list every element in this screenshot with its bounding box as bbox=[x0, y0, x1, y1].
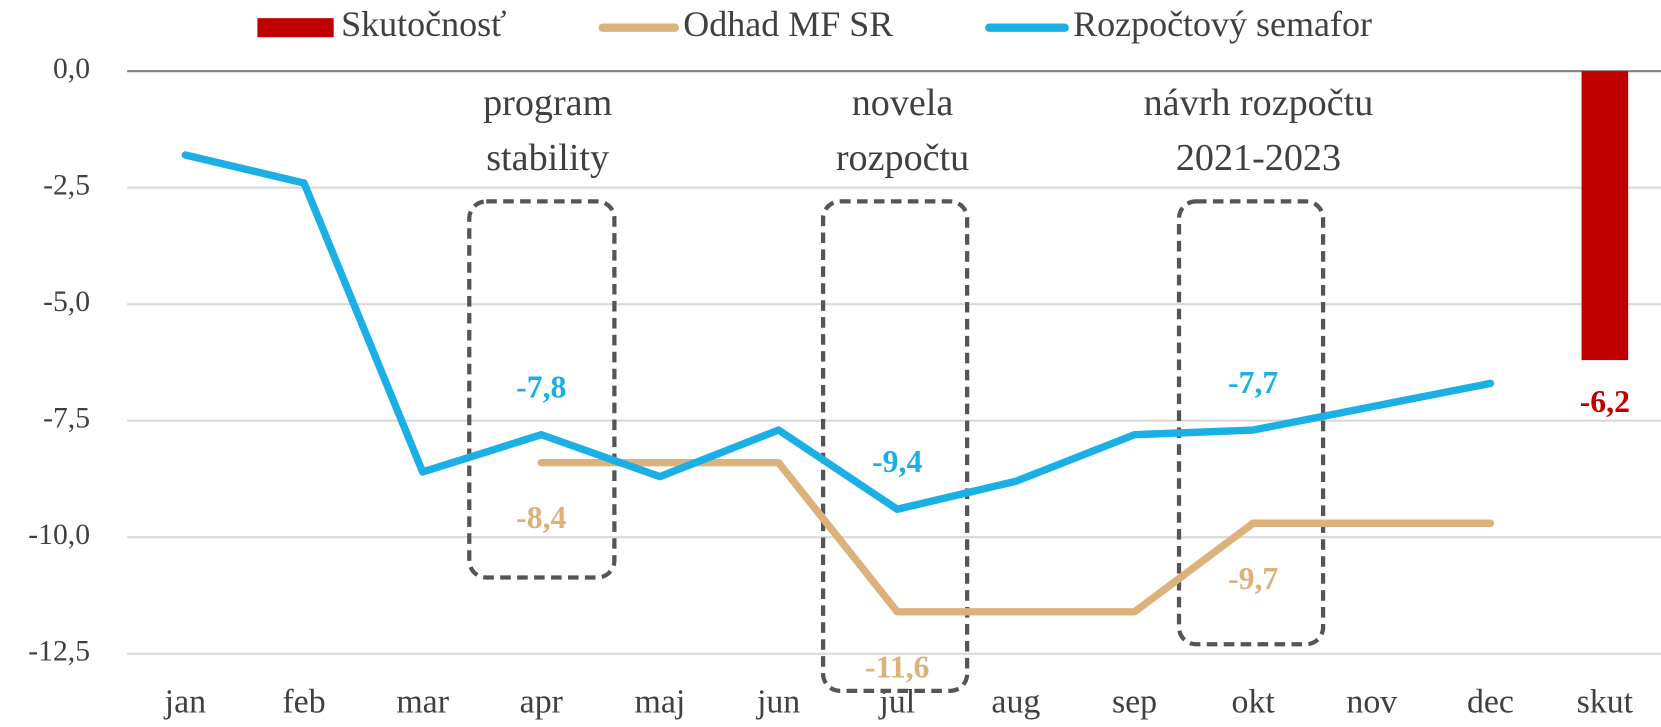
legend-label: Odhad MF SR bbox=[683, 4, 893, 44]
x-tick-label: feb bbox=[282, 683, 325, 720]
annotation-box bbox=[1176, 199, 1326, 647]
data-label: -9,4 bbox=[872, 444, 922, 479]
x-tick-label: maj bbox=[635, 683, 686, 720]
annotation-text: stability bbox=[486, 137, 609, 179]
legend-swatch bbox=[257, 18, 334, 38]
y-tick-label: -2,5 bbox=[43, 169, 90, 201]
x-tick-label: dec bbox=[1467, 683, 1514, 720]
x-tick-label: jan bbox=[164, 683, 206, 720]
data-label: -8,4 bbox=[516, 500, 566, 535]
annotation-text: novela bbox=[852, 82, 954, 124]
x-tick-label: skut bbox=[1577, 683, 1634, 720]
x-tick-label: sep bbox=[1112, 683, 1157, 720]
y-tick-label: -12,5 bbox=[28, 636, 90, 668]
data-label: -9,7 bbox=[1228, 561, 1278, 596]
y-tick-label: 0,0 bbox=[53, 53, 90, 85]
annotation-text: program bbox=[483, 82, 613, 124]
legend-label: Rozpočtový semafor bbox=[1073, 4, 1372, 44]
data-label: -6,2 bbox=[1580, 384, 1630, 419]
x-tick-label: jun bbox=[756, 683, 800, 720]
bar bbox=[1581, 71, 1629, 361]
x-tick-label: aug bbox=[991, 683, 1040, 720]
x-tick-label: nov bbox=[1346, 683, 1397, 720]
x-tick-label: mar bbox=[396, 683, 449, 720]
annotation-box bbox=[467, 199, 617, 580]
data-label: -7,7 bbox=[1228, 365, 1278, 400]
x-tick-label: apr bbox=[520, 683, 563, 720]
data-label: -11,6 bbox=[865, 649, 929, 684]
annotation-box bbox=[820, 199, 970, 693]
y-tick-label: -5,0 bbox=[43, 286, 90, 318]
legend-label: Skutočnosť bbox=[341, 4, 506, 44]
data-label: -7,8 bbox=[516, 369, 566, 404]
y-tick-label: -10,0 bbox=[28, 519, 90, 551]
annotation-text: rozpočtu bbox=[836, 137, 969, 179]
line bbox=[181, 151, 1495, 513]
annotation-text: návrh rozpočtu bbox=[1144, 82, 1374, 124]
y-tick-label: -7,5 bbox=[43, 403, 90, 435]
x-tick-label: okt bbox=[1232, 683, 1276, 720]
annotation-text: 2021-2023 bbox=[1176, 137, 1341, 179]
